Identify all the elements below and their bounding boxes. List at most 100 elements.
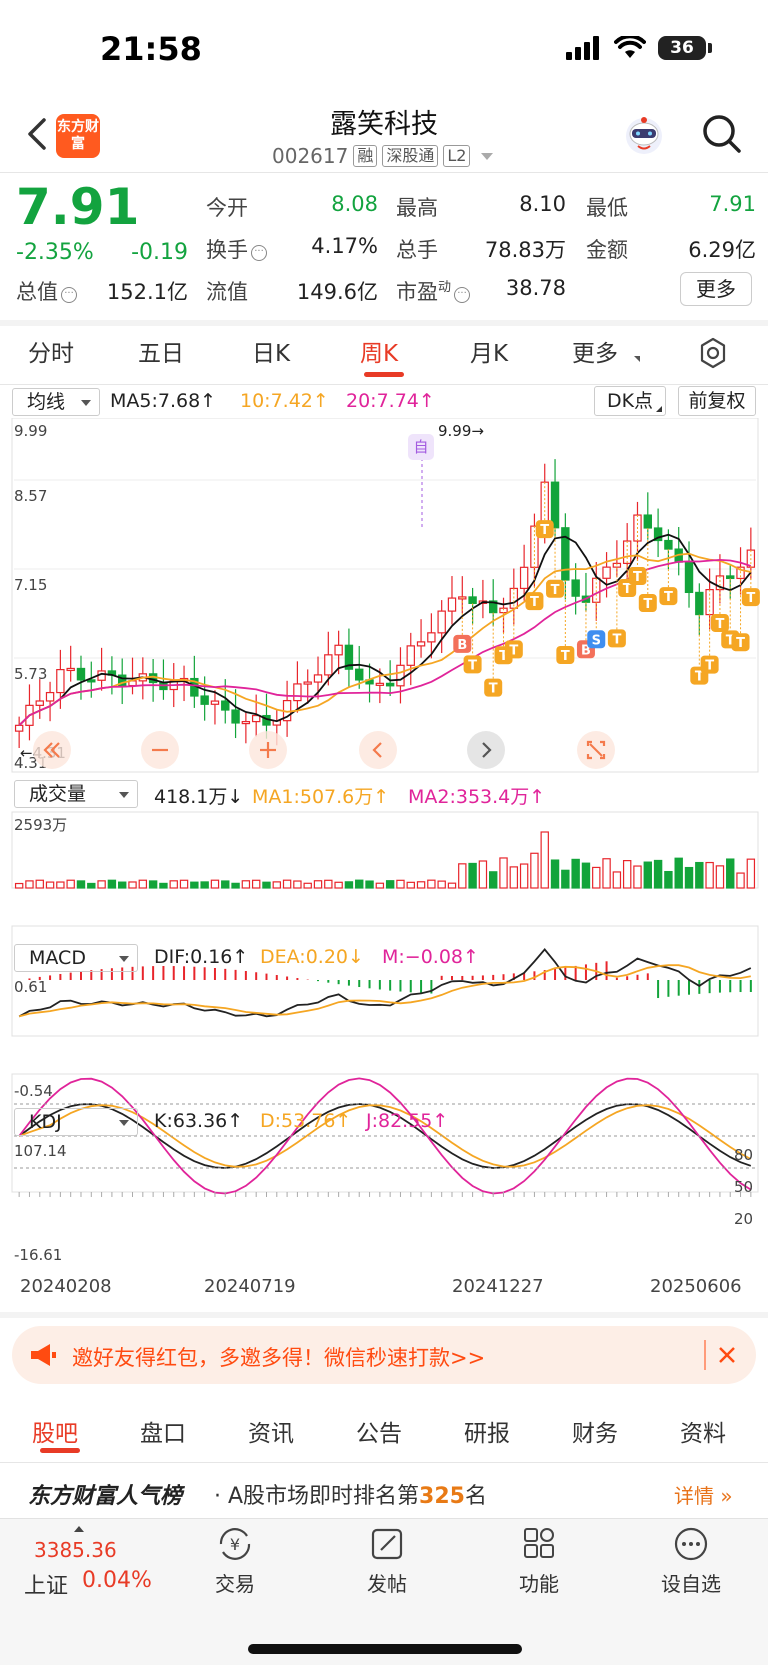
volume-bar [56,881,65,889]
candle-body [118,674,127,687]
promo-text[interactable]: 邀好友得红包，多邀多得！微信秒速打款>> [72,1346,486,1370]
open-label: 今开 [206,196,248,220]
tab-daily-k[interactable]: 日K [252,341,291,367]
volume-bar [272,881,281,889]
back-icon[interactable] [20,114,56,154]
candle-body [210,700,220,705]
volume-bar [746,858,756,889]
candle-body [355,668,364,681]
volume-bar [200,881,209,889]
volume-value: 418.1万↓ [154,786,244,808]
change-amount: -0.19 [131,240,188,265]
stock-code: 002617 [272,144,349,168]
gear-icon[interactable] [696,336,730,370]
kdj-k: K:63.36↑ [154,1110,244,1132]
zoom-in-icon[interactable] [248,730,288,770]
tab-financials[interactable]: 财务 [572,1421,618,1447]
tab-profile[interactable]: 资料 [680,1421,726,1447]
self-select-marker[interactable]: 自 [408,434,434,460]
scroll-right-icon[interactable] [466,730,506,770]
signal-marker [607,629,626,648]
volume-bar [293,880,302,889]
tab-intraday[interactable]: 分时 [28,341,74,367]
signal-marker [546,579,565,598]
volume-bar [612,871,622,889]
nav-functions[interactable]: 功能 [484,1526,594,1597]
volume-bar [262,881,271,889]
tab-weekly-k[interactable]: 周K [360,341,399,367]
volume-bar [334,881,343,889]
promo-banner[interactable] [12,1326,756,1384]
volume-bar [14,882,24,889]
fullscreen-icon[interactable] [576,730,616,770]
search-icon[interactable] [700,112,744,156]
robot-assistant-icon[interactable] [622,114,666,158]
change-percent: -2.35% [16,240,94,265]
more-button[interactable]: 更多 [680,272,752,306]
signal-label: T [551,583,560,598]
volume-bar [344,881,354,889]
close-icon[interactable] [716,1344,738,1366]
scroll-left-icon[interactable] [358,730,398,770]
candle-body [303,681,312,685]
index-percent[interactable]: 0.04% [82,1568,152,1593]
tag-level2: L2 [443,145,471,167]
volume-bar [509,866,519,889]
volume-bar [571,858,580,889]
tab-monthly-k[interactable]: 月K [470,341,509,367]
tab-research[interactable]: 研报 [464,1421,510,1447]
tab-order-book[interactable]: 盘口 [140,1421,186,1447]
ranking-detail-link[interactable]: 详情 » [674,1484,733,1508]
signal-marker [504,640,523,659]
stock-code-row[interactable]: 002617 融 深股通 L2 [272,144,494,168]
high-label: 最高 [396,196,438,220]
dk-point-button[interactable]: DK点 [594,386,666,416]
ranking-number: 325 [419,1484,465,1509]
index-value[interactable]: 3385.36 [34,1538,117,1562]
volume-bar [633,865,642,889]
signal-label: T [612,632,621,647]
megaphone-icon [31,1344,56,1366]
candle-body [519,566,529,590]
ma-indicator-select[interactable]: 均线 [12,388,100,416]
bottom-nav [0,1518,768,1665]
signal-marker [525,592,544,611]
active-tab-underline [40,1448,80,1453]
low-label: 最低 [586,196,628,220]
tab-forum[interactable]: 股吧 [32,1421,78,1447]
tab-announcements[interactable]: 公告 [356,1421,402,1447]
market-cap-label[interactable]: 总值 ··· [16,276,77,306]
tab-news[interactable]: 资讯 [248,1421,294,1447]
rewind-icon[interactable] [32,730,72,770]
signal-marker [700,655,719,674]
amount-value: 6.29亿 [688,238,756,262]
turnover-label[interactable]: 换手 ··· [206,234,267,264]
nav-trade[interactable]: ¥ 交易 [180,1526,290,1597]
signal-label: T [489,682,498,697]
compose-icon [371,1528,403,1560]
double-chevron-right-icon: » [720,1484,733,1508]
stock-name[interactable]: 露笑科技 [330,109,438,140]
index-name[interactable]: 上证 [24,1574,69,1599]
open-value: 8.08 [331,192,378,216]
signal-marker [535,520,554,539]
nav-add-watchlist[interactable]: 设自选 [636,1526,746,1597]
macd-indicator-select[interactable]: MACD [14,944,138,972]
volume-bar [179,879,189,889]
tab-more[interactable]: 更多 [572,341,618,367]
volume-bar [561,869,570,889]
kdj-indicator-select[interactable]: KDJ [14,1108,138,1136]
signal-label: T [530,595,539,610]
pe-label[interactable]: 市盈动 ··· [396,276,471,306]
volume-bar [159,882,168,889]
signal-label: T [664,590,673,605]
volume-bar [313,880,323,889]
nav-post[interactable]: 发帖 [332,1526,442,1597]
volume-indicator-select[interactable]: 成交量 [14,780,138,808]
kdj-d: D:53.76↑ [260,1110,352,1132]
zoom-out-icon[interactable] [140,730,180,770]
adjust-button[interactable]: 前复权 [678,386,756,416]
tab-five-day[interactable]: 五日 [138,341,184,367]
volume-value: 78.83万 [484,238,566,262]
